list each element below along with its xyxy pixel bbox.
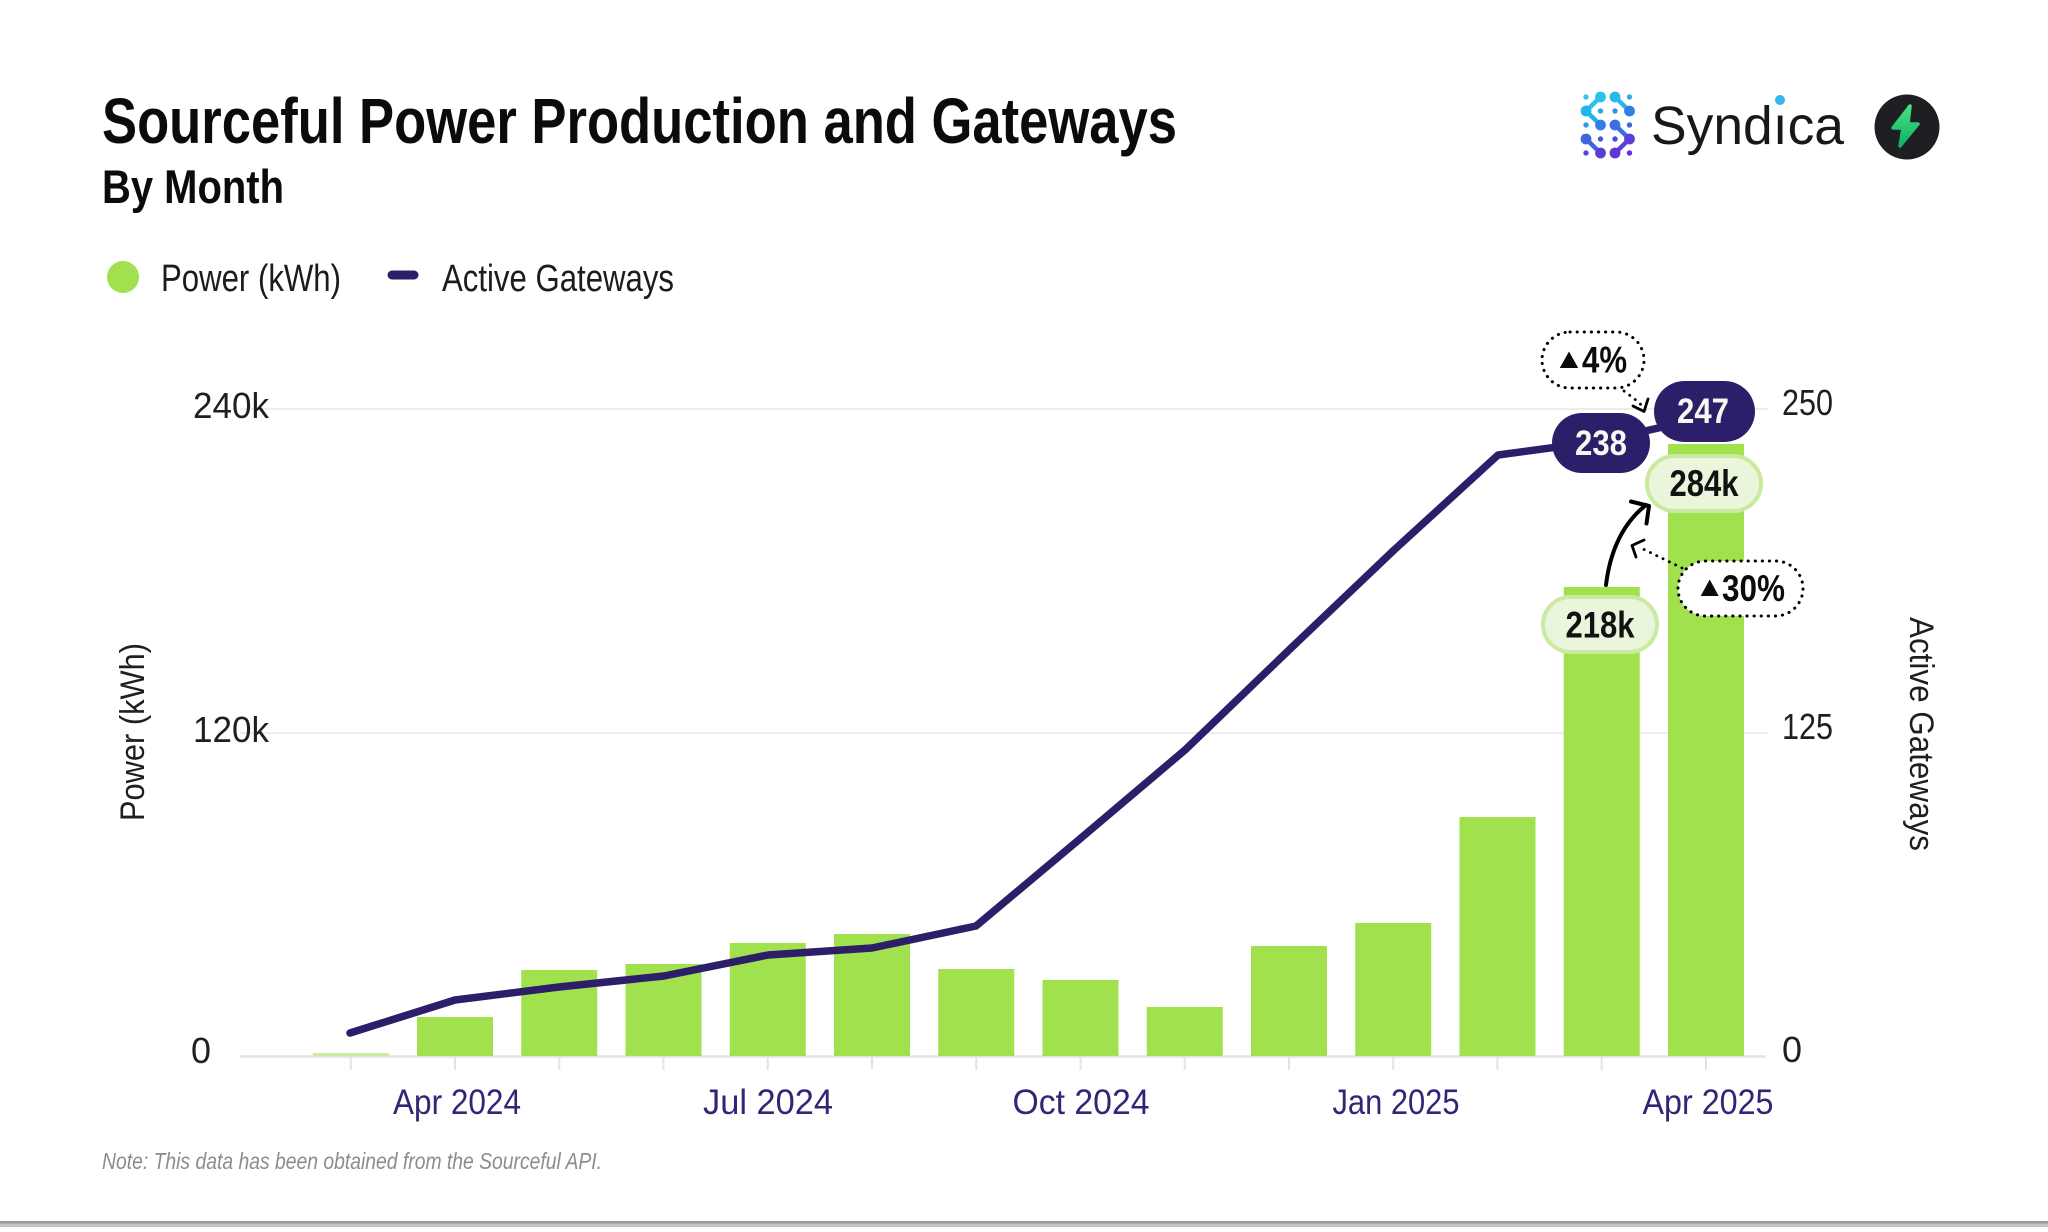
svg-text:4%: 4%: [1582, 340, 1627, 381]
svg-text:Apr 2024: Apr 2024: [393, 1083, 521, 1122]
svg-text:120k: 120k: [193, 709, 270, 750]
svg-text:By Month: By Month: [102, 160, 284, 213]
svg-text:0: 0: [1782, 1029, 1802, 1070]
svg-text:238: 238: [1575, 424, 1627, 463]
svg-text:Note: This data has been obtai: Note: This data has been obtained from t…: [102, 1148, 602, 1174]
svg-text:30%: 30%: [1722, 568, 1785, 609]
svg-text:Jul 2024: Jul 2024: [703, 1083, 833, 1122]
svg-text:Power (kWh): Power (kWh): [114, 643, 152, 821]
svg-text:240k: 240k: [193, 385, 270, 426]
svg-text:Syndıca: Syndıca: [1651, 96, 1845, 156]
svg-text:Sourceful Power Production and: Sourceful Power Production and Gateways: [102, 85, 1177, 157]
svg-text:Oct 2024: Oct 2024: [1013, 1083, 1150, 1122]
svg-text:125: 125: [1782, 706, 1833, 747]
svg-text:Power (kWh): Power (kWh): [161, 258, 341, 300]
svg-text:Active Gateways: Active Gateways: [1902, 617, 1940, 851]
svg-text:Apr 2025: Apr 2025: [1643, 1083, 1774, 1122]
svg-text:Active Gateways: Active Gateways: [442, 258, 674, 300]
svg-text:Jan 2025: Jan 2025: [1333, 1083, 1460, 1122]
svg-text:250: 250: [1782, 382, 1833, 423]
svg-text:247: 247: [1677, 392, 1729, 431]
svg-text:0: 0: [191, 1030, 211, 1071]
svg-text:284k: 284k: [1670, 463, 1739, 504]
svg-text:218k: 218k: [1566, 605, 1635, 646]
